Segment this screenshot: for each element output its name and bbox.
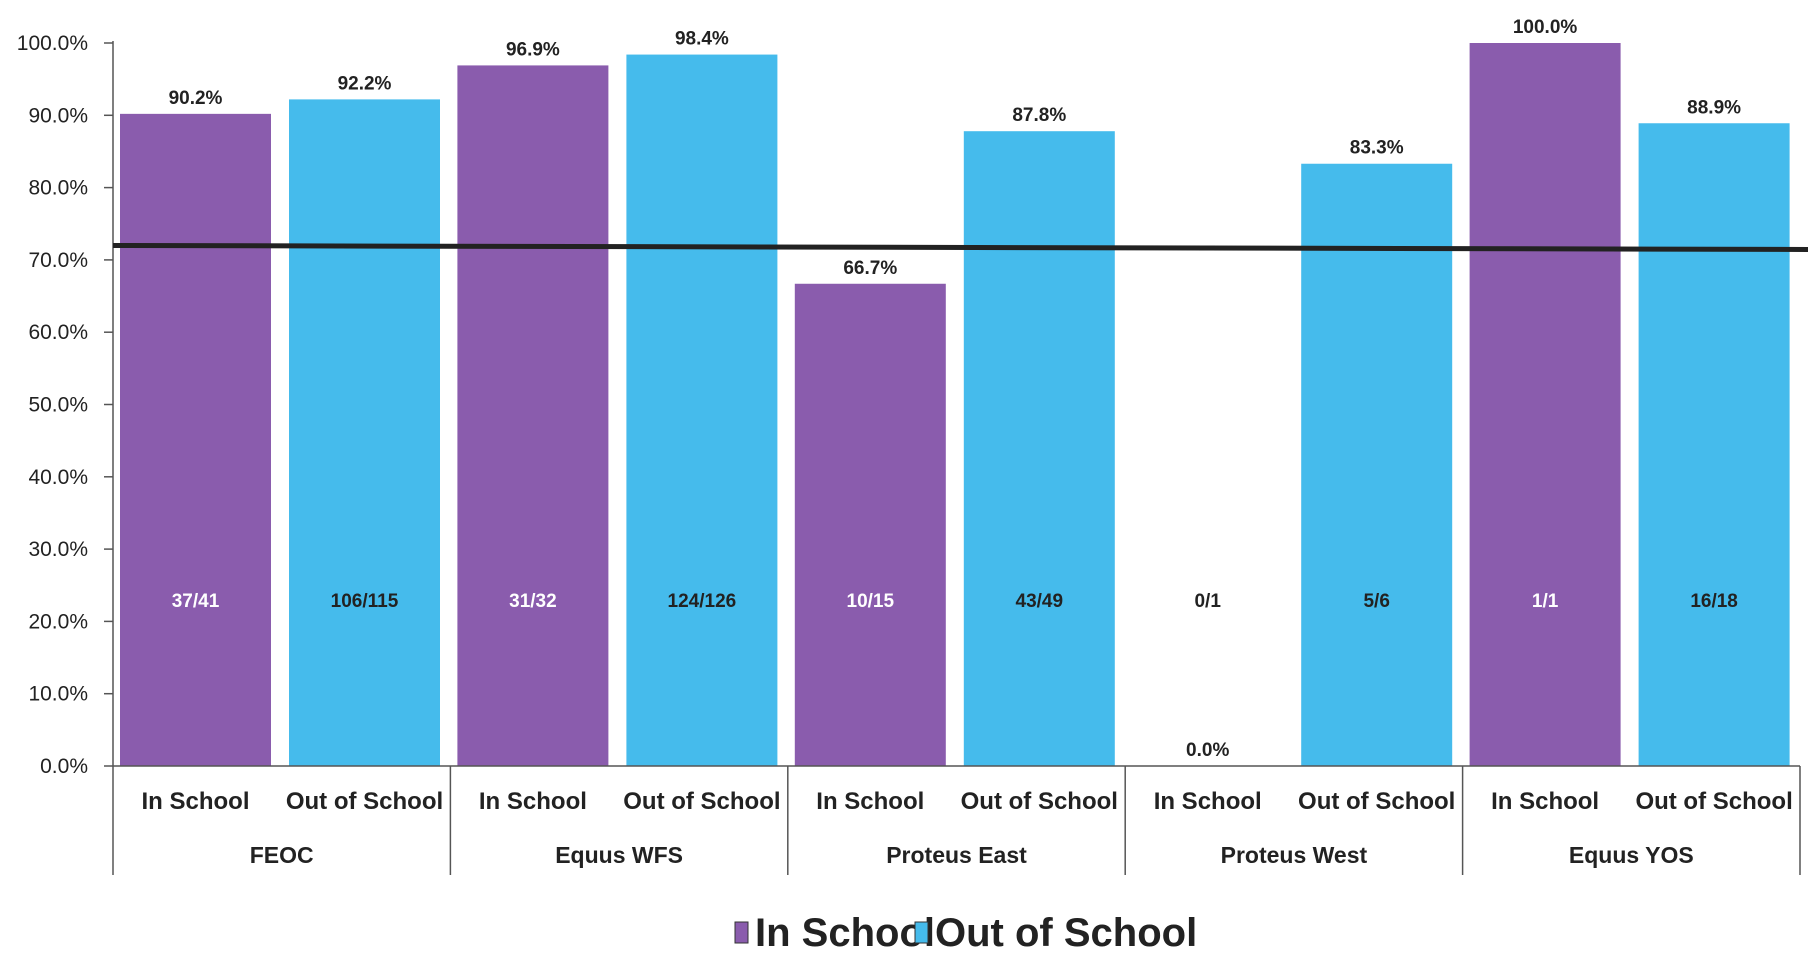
subcategory-label: Out of School	[623, 788, 780, 815]
data-labels: 90.2% 37/41 92.2% 106/115 96.9% 31/32 98.4% 124…	[169, 17, 1742, 761]
legend-label: Out of School	[935, 911, 1197, 955]
y-tick-label: 60.0%	[28, 321, 88, 344]
value-label: 96.9%	[506, 39, 560, 60]
subcategory-label: Out of School	[286, 788, 443, 815]
reference-line-group	[112, 242, 1808, 252]
value-label: 88.9%	[1687, 97, 1741, 118]
y-tick-label: 70.0%	[28, 249, 88, 272]
y-axis-ticks: 0.0% 10.0% 20.0% 30.0% 40.0% 50.0% 60.0% 70.0% 8…	[17, 32, 113, 778]
fraction-label: 5/6	[1363, 591, 1389, 612]
value-label: 92.2%	[338, 73, 392, 94]
legend-swatch	[734, 921, 749, 944]
y-tick-label: 10.0%	[28, 683, 88, 706]
subcategory-label: In School	[479, 788, 587, 815]
y-tick-label: 100.0%	[17, 32, 88, 55]
y-tick-label: 40.0%	[28, 466, 88, 489]
group-label: Equus YOS	[1569, 842, 1694, 868]
fraction-label: 37/41	[172, 591, 220, 612]
subcategory-label: In School	[142, 788, 250, 815]
value-label: 90.2%	[169, 88, 223, 109]
group-label: Equus WFS	[555, 842, 683, 868]
y-tick-label: 0.0%	[40, 755, 88, 778]
value-label: 87.8%	[1012, 105, 1066, 126]
bar	[1469, 43, 1621, 766]
bar	[120, 113, 271, 766]
bars	[120, 43, 1790, 767]
value-label: 0.0%	[1186, 740, 1229, 761]
x-axis-labels: In School Out of School FEOC In School Out o…	[142, 788, 1793, 868]
fraction-label: 1/1	[1532, 591, 1559, 612]
subcategory-label: Out of School	[1298, 788, 1455, 815]
fraction-label: 0/1	[1194, 591, 1221, 612]
reference-line	[112, 242, 1808, 252]
value-label: 98.4%	[675, 29, 729, 50]
fraction-label: 106/115	[331, 591, 399, 612]
value-label: 66.7%	[843, 258, 897, 279]
y-tick-label: 80.0%	[28, 177, 88, 200]
subcategory-label: Out of School	[1635, 788, 1792, 815]
bar	[794, 283, 946, 766]
group-label: Proteus East	[886, 842, 1027, 868]
value-label: 83.3%	[1350, 138, 1404, 159]
fraction-label: 43/49	[1016, 591, 1064, 612]
legend-swatch	[914, 921, 929, 944]
subcategory-label: In School	[816, 788, 924, 815]
y-tick-label: 50.0%	[28, 394, 88, 417]
y-tick-label: 30.0%	[28, 538, 88, 561]
y-tick-label: 20.0%	[28, 610, 88, 633]
bar	[626, 54, 778, 767]
bar	[289, 99, 440, 767]
bar	[457, 65, 609, 766]
axes	[112, 41, 1801, 875]
fraction-label: 31/32	[509, 591, 557, 612]
y-tick-label: 90.0%	[28, 104, 88, 127]
group-label: FEOC	[250, 842, 314, 868]
bar	[963, 131, 1115, 766]
value-label: 100.0%	[1513, 17, 1578, 38]
fraction-label: 16/18	[1690, 591, 1738, 612]
subcategory-label: In School	[1491, 788, 1599, 815]
legend: In School Out of School	[734, 911, 1197, 955]
subcategory-label: Out of School	[961, 788, 1118, 815]
legend-label: In School	[755, 911, 935, 955]
fraction-label: 124/126	[668, 591, 737, 612]
subcategory-label: In School	[1154, 788, 1262, 815]
bar	[1301, 163, 1453, 767]
group-label: Proteus West	[1221, 842, 1368, 868]
bar	[1638, 123, 1790, 767]
fraction-label: 10/15	[847, 591, 895, 612]
